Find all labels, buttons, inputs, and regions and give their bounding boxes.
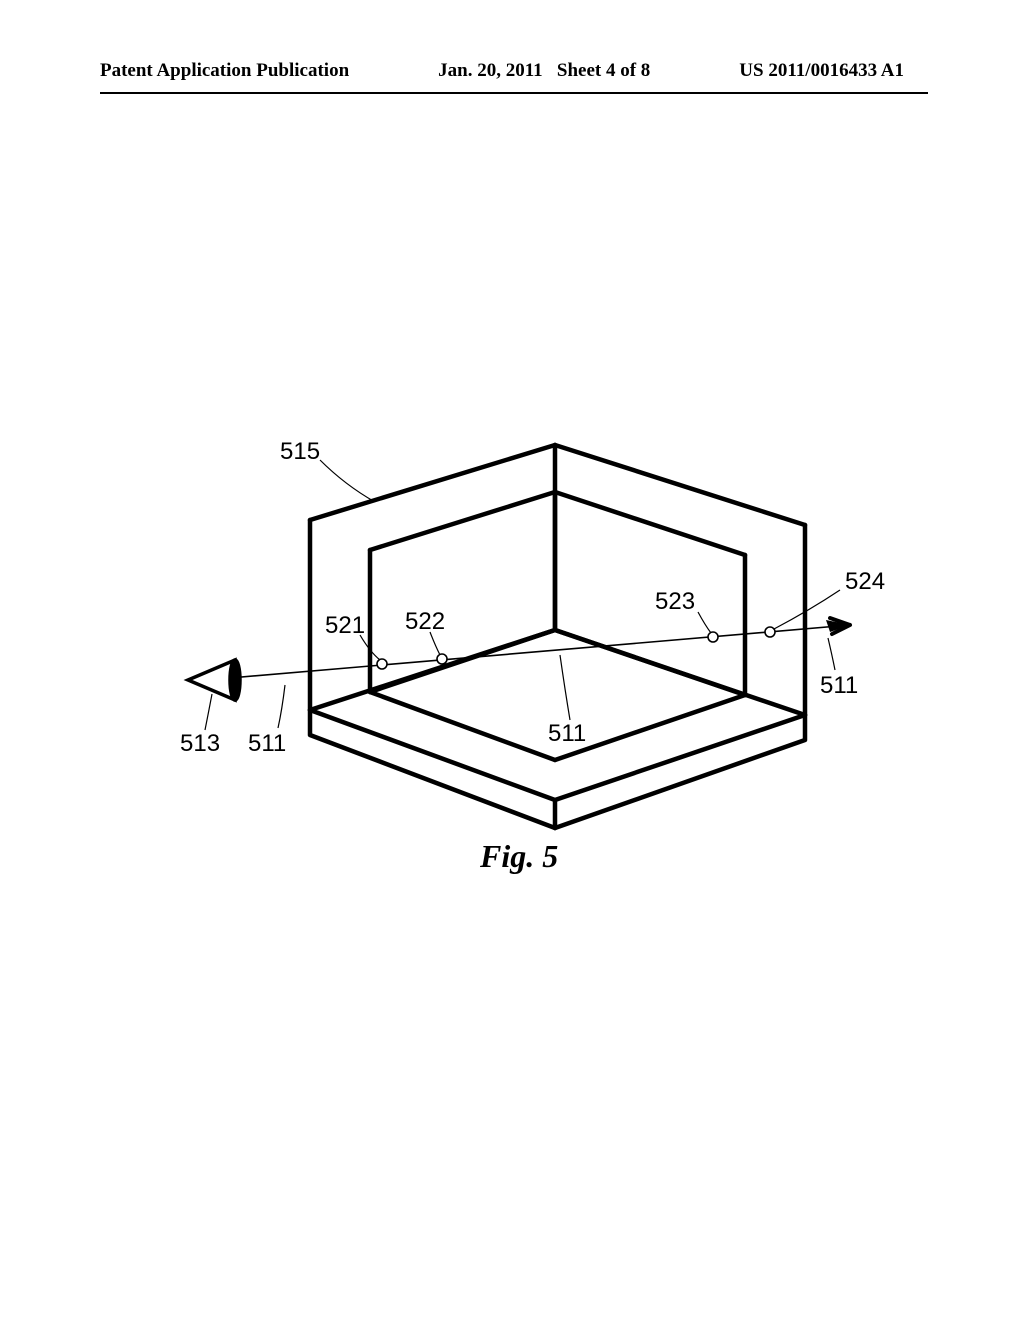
outer-box xyxy=(310,445,805,828)
page-header: Patent Application Publication Jan. 20, … xyxy=(0,60,1024,82)
ray-source-cone xyxy=(188,660,240,700)
marker-524 xyxy=(765,627,775,637)
marker-522 xyxy=(437,654,447,664)
label-515: 515 xyxy=(280,438,320,466)
header-sheet: Sheet 4 of 8 xyxy=(557,60,650,81)
label-523: 523 xyxy=(655,588,695,616)
label-513: 513 xyxy=(180,730,220,758)
figure-svg xyxy=(150,430,870,870)
marker-521 xyxy=(377,659,387,669)
figure-5: 515 521 522 523 524 513 511 511 511 Fig.… xyxy=(150,430,870,870)
label-522: 522 xyxy=(405,608,445,636)
header-rule xyxy=(100,92,928,94)
label-511-right: 511 xyxy=(820,672,858,700)
header-date: Jan. 20, 2011 xyxy=(438,60,543,81)
label-511-center: 511 xyxy=(548,720,586,748)
figure-caption: Fig. 5 xyxy=(480,838,558,875)
page: Patent Application Publication Jan. 20, … xyxy=(0,0,1024,1320)
header-date-sheet: Jan. 20, 2011 Sheet 4 of 8 xyxy=(438,60,650,82)
ray xyxy=(188,618,850,700)
label-524: 524 xyxy=(845,568,885,596)
label-511-left: 511 xyxy=(248,730,286,758)
header-row: Patent Application Publication Jan. 20, … xyxy=(0,60,1024,82)
marker-523 xyxy=(708,632,718,642)
label-521: 521 xyxy=(325,612,365,640)
header-publication: Patent Application Publication xyxy=(100,60,349,82)
header-pubno: US 2011/0016433 A1 xyxy=(739,60,904,82)
